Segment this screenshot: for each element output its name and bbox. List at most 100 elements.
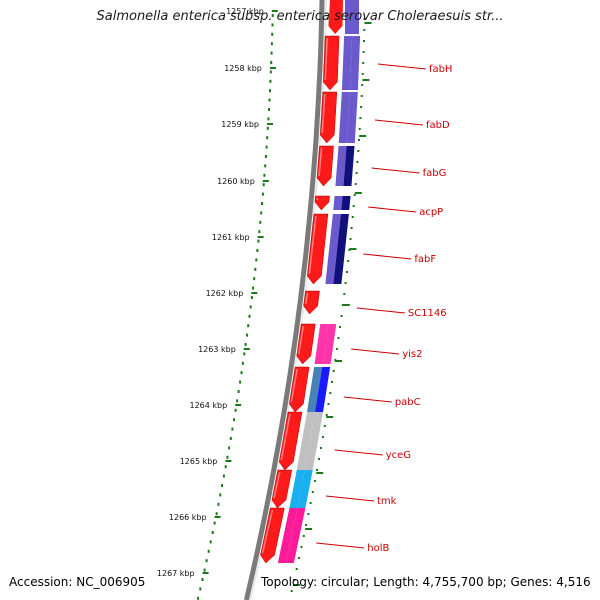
tick-label: 1267 kbp bbox=[157, 569, 195, 578]
minor-tick bbox=[213, 521, 216, 525]
minor-tick bbox=[224, 465, 227, 469]
minor-tick bbox=[271, 23, 274, 27]
outer-minor-tick bbox=[307, 513, 310, 515]
outer-minor-tick bbox=[353, 194, 356, 196]
major-tick bbox=[243, 348, 250, 350]
tick-dots bbox=[197, 14, 366, 600]
outer-minor-tick bbox=[361, 84, 364, 86]
outer-major-tick bbox=[349, 248, 357, 250]
tick-label: 1265 kbp bbox=[180, 457, 218, 466]
minor-tick bbox=[249, 305, 252, 309]
gene-labels: fabH fabD fabG acpP fabF SC1146 yis2 pabC yceG tm… bbox=[316, 63, 452, 554]
minor-tick bbox=[268, 108, 270, 111]
tick-label: 1261 kbp bbox=[212, 233, 250, 242]
gene-arrow bbox=[307, 213, 329, 285]
cog-block bbox=[289, 470, 305, 508]
minor-tick bbox=[254, 267, 257, 271]
minor-tick bbox=[221, 484, 224, 487]
minor-tick bbox=[268, 98, 271, 102]
outer-minor-tick bbox=[293, 579, 296, 581]
minor-tick bbox=[226, 455, 229, 459]
minor-tick bbox=[263, 173, 266, 177]
outer-minor-tick bbox=[309, 502, 312, 504]
outer-minor-tick bbox=[358, 139, 360, 141]
tick-label: 1262 kbp bbox=[206, 289, 244, 298]
minor-tick bbox=[244, 343, 247, 346]
outer-minor-tick bbox=[359, 117, 362, 119]
gene-arrow-shine bbox=[324, 37, 328, 81]
outer-minor-tick bbox=[331, 381, 333, 383]
gene-label-holb: holB bbox=[367, 543, 389, 554]
minor-tick bbox=[260, 211, 263, 215]
gene-arrow bbox=[279, 411, 303, 471]
cog-block bbox=[333, 196, 343, 210]
minor-tick bbox=[246, 333, 248, 337]
outer-minor-tick bbox=[295, 568, 298, 570]
minor-tick bbox=[231, 427, 234, 431]
outer-minor-tick bbox=[320, 447, 322, 449]
gene-arrow bbox=[260, 507, 285, 564]
minor-tick bbox=[271, 32, 274, 36]
gene-arrow-shine bbox=[273, 471, 281, 499]
gene-label-leader bbox=[363, 253, 412, 260]
major-tick bbox=[202, 572, 209, 574]
minor-tick bbox=[266, 126, 269, 130]
minor-tick bbox=[201, 578, 204, 581]
outer-major-tick bbox=[335, 360, 342, 362]
gene-arrow-shine bbox=[308, 215, 317, 275]
minor-tick bbox=[217, 502, 220, 506]
minor-tick bbox=[234, 408, 237, 412]
gene-label-leader bbox=[371, 167, 420, 174]
gene-arrow-shine bbox=[298, 325, 305, 355]
gene-arrow-shine bbox=[290, 368, 298, 403]
major-tick bbox=[225, 460, 232, 462]
major-tick bbox=[214, 516, 221, 518]
map-title: Salmonella enterica subsp. enterica sero… bbox=[96, 9, 504, 24]
cog-block bbox=[349, 36, 361, 90]
minor-tick bbox=[264, 164, 267, 168]
outer-minor-tick bbox=[337, 337, 340, 339]
outer-major-tick bbox=[364, 22, 372, 24]
outer-major-tick bbox=[305, 528, 313, 530]
tick-marks: 1257 kbp 1258 kbp 1259 kbp 1260 kbp 1261 kbp… bbox=[157, 7, 372, 586]
gene-label-acpp: acpP bbox=[419, 207, 443, 218]
outer-minor-tick bbox=[347, 260, 350, 262]
cog-block bbox=[285, 508, 306, 563]
minor-tick bbox=[261, 202, 263, 205]
minor-tick bbox=[253, 277, 256, 281]
gene-ring bbox=[260, 0, 343, 564]
cog-block bbox=[314, 324, 329, 364]
major-tick bbox=[257, 236, 264, 238]
gene-arrow bbox=[271, 469, 293, 509]
cog-block bbox=[297, 470, 313, 508]
outer-minor-tick bbox=[311, 491, 314, 493]
outer-minor-tick bbox=[329, 392, 332, 394]
outer-minor-tick bbox=[325, 414, 328, 416]
minor-tick bbox=[203, 568, 206, 572]
outer-minor-tick bbox=[340, 315, 343, 317]
outer-minor-tick bbox=[360, 95, 363, 97]
minor-tick bbox=[222, 474, 225, 478]
outer-major-tick bbox=[326, 416, 334, 418]
cog-block bbox=[325, 214, 341, 284]
topology-text: Topology: circular; Length: 4,755,700 bp… bbox=[261, 575, 591, 589]
gene-arrow bbox=[314, 195, 330, 211]
outer-minor-tick bbox=[360, 106, 363, 108]
major-tick bbox=[267, 123, 273, 125]
outer-minor-tick bbox=[290, 590, 293, 592]
minor-tick bbox=[256, 249, 259, 252]
outer-minor-tick bbox=[355, 172, 358, 174]
minor-tick bbox=[265, 145, 268, 149]
gene-arrow-shine bbox=[261, 509, 274, 554]
outer-minor-tick bbox=[321, 436, 324, 438]
gene-label-leader bbox=[377, 63, 426, 70]
gene-label-fabg: fabG bbox=[423, 168, 447, 179]
gene-arrow-partial bbox=[328, 0, 343, 34]
outer-minor-tick bbox=[332, 370, 335, 372]
outer-minor-tick bbox=[327, 403, 330, 405]
cog-block-partial bbox=[345, 0, 359, 34]
minor-tick bbox=[270, 51, 273, 55]
cog-block bbox=[307, 367, 323, 412]
minor-tick bbox=[270, 42, 273, 46]
gene-arrow-shine bbox=[318, 147, 323, 177]
